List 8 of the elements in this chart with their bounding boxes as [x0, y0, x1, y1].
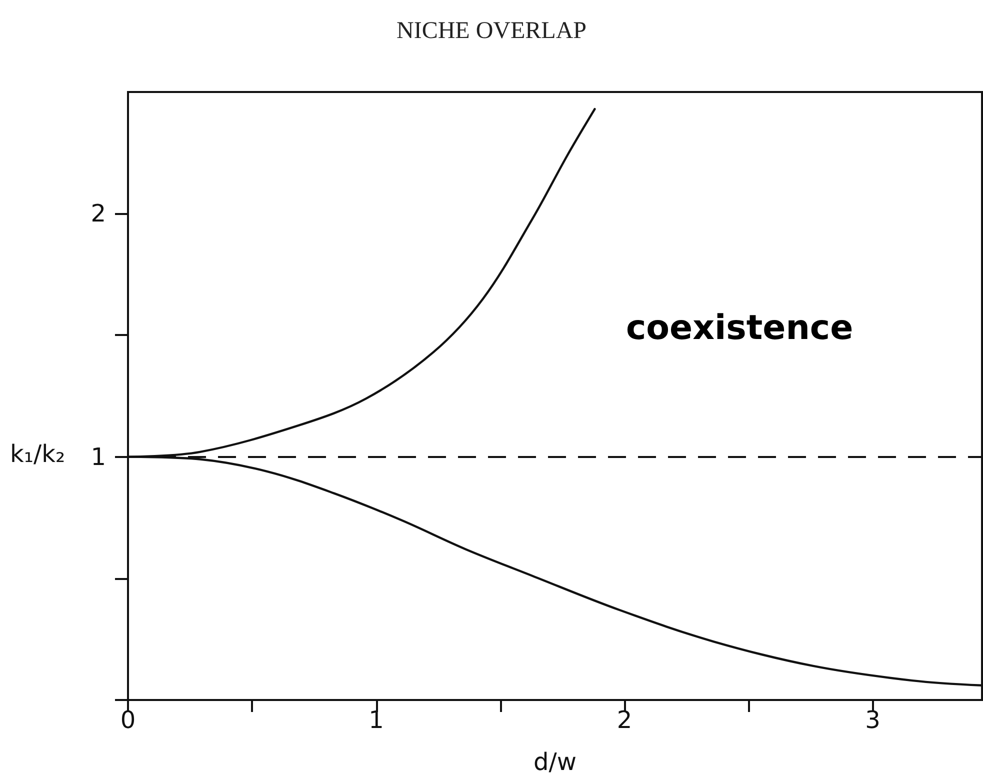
- y-axis-title: k₁/k₂: [10, 440, 66, 468]
- x-tick-label: 1: [368, 706, 384, 734]
- x-tick-label: 0: [120, 706, 136, 734]
- chart-title: NICHE OVERLAP: [396, 18, 586, 44]
- x-tick-label: 2: [616, 706, 632, 734]
- annotation: coexistence: [626, 308, 854, 348]
- x-tick-label: 3: [865, 706, 880, 734]
- x-axis-title: d/w: [534, 748, 576, 776]
